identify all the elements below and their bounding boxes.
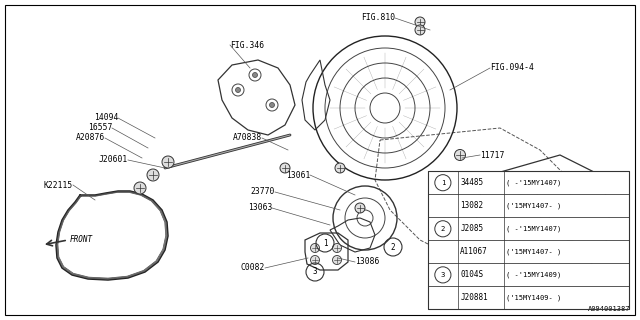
Bar: [428, 171, 629, 194]
Circle shape: [162, 156, 174, 168]
Text: J2085: J2085: [460, 224, 483, 233]
Text: K22115: K22115: [44, 180, 73, 189]
Text: A20876: A20876: [76, 133, 105, 142]
Text: A11067: A11067: [460, 247, 488, 256]
Circle shape: [355, 203, 365, 213]
Text: ( -'15MY1409): ( -'15MY1409): [506, 272, 561, 278]
Circle shape: [310, 255, 319, 265]
Circle shape: [236, 87, 241, 92]
Text: 3: 3: [441, 272, 445, 278]
Circle shape: [335, 163, 345, 173]
Text: FIG.732: FIG.732: [545, 180, 579, 189]
Circle shape: [415, 17, 425, 27]
Bar: [428, 171, 629, 309]
Text: ('15MY1407- ): ('15MY1407- ): [506, 249, 561, 255]
Text: 13061: 13061: [285, 171, 310, 180]
Circle shape: [253, 73, 257, 77]
Text: 11717: 11717: [480, 150, 504, 159]
Bar: [428, 286, 629, 309]
Text: ( -'15MY1407): ( -'15MY1407): [506, 226, 561, 232]
Circle shape: [310, 244, 319, 252]
Circle shape: [134, 182, 146, 194]
Text: FRONT: FRONT: [70, 236, 93, 244]
Text: ('15MY1407- ): ('15MY1407- ): [506, 203, 561, 209]
Text: C0082: C0082: [241, 263, 265, 273]
Text: 23770: 23770: [251, 188, 275, 196]
Text: FIG.346: FIG.346: [230, 41, 264, 50]
Circle shape: [454, 149, 465, 161]
Text: 13082: 13082: [460, 201, 483, 210]
Text: ('15MY1409- ): ('15MY1409- ): [506, 295, 561, 301]
Text: A094001387: A094001387: [588, 306, 630, 312]
Text: J20881: J20881: [460, 293, 488, 302]
Text: 14094: 14094: [93, 114, 118, 123]
Circle shape: [269, 102, 275, 108]
Circle shape: [415, 25, 425, 35]
Circle shape: [333, 255, 342, 265]
Circle shape: [147, 169, 159, 181]
Text: 1: 1: [441, 180, 445, 186]
Text: A70838: A70838: [233, 133, 262, 142]
Circle shape: [333, 244, 342, 252]
Text: 3: 3: [313, 268, 317, 276]
Text: ( -'15MY1407): ( -'15MY1407): [506, 180, 561, 186]
Circle shape: [280, 163, 290, 173]
Bar: [428, 194, 629, 217]
Text: J20601: J20601: [99, 156, 128, 164]
Text: 1: 1: [323, 238, 327, 247]
Text: 13086: 13086: [355, 258, 380, 267]
Text: 2: 2: [441, 226, 445, 232]
Text: FIG.810: FIG.810: [361, 13, 395, 22]
Bar: [428, 240, 629, 263]
Text: 34485: 34485: [460, 178, 483, 187]
Text: 2: 2: [390, 243, 396, 252]
Text: FIG.094-4: FIG.094-4: [490, 63, 534, 73]
Text: 0104S: 0104S: [460, 270, 483, 279]
Bar: [428, 263, 629, 286]
Bar: [428, 217, 629, 240]
Text: 13063: 13063: [248, 204, 272, 212]
Text: 16557: 16557: [88, 124, 112, 132]
